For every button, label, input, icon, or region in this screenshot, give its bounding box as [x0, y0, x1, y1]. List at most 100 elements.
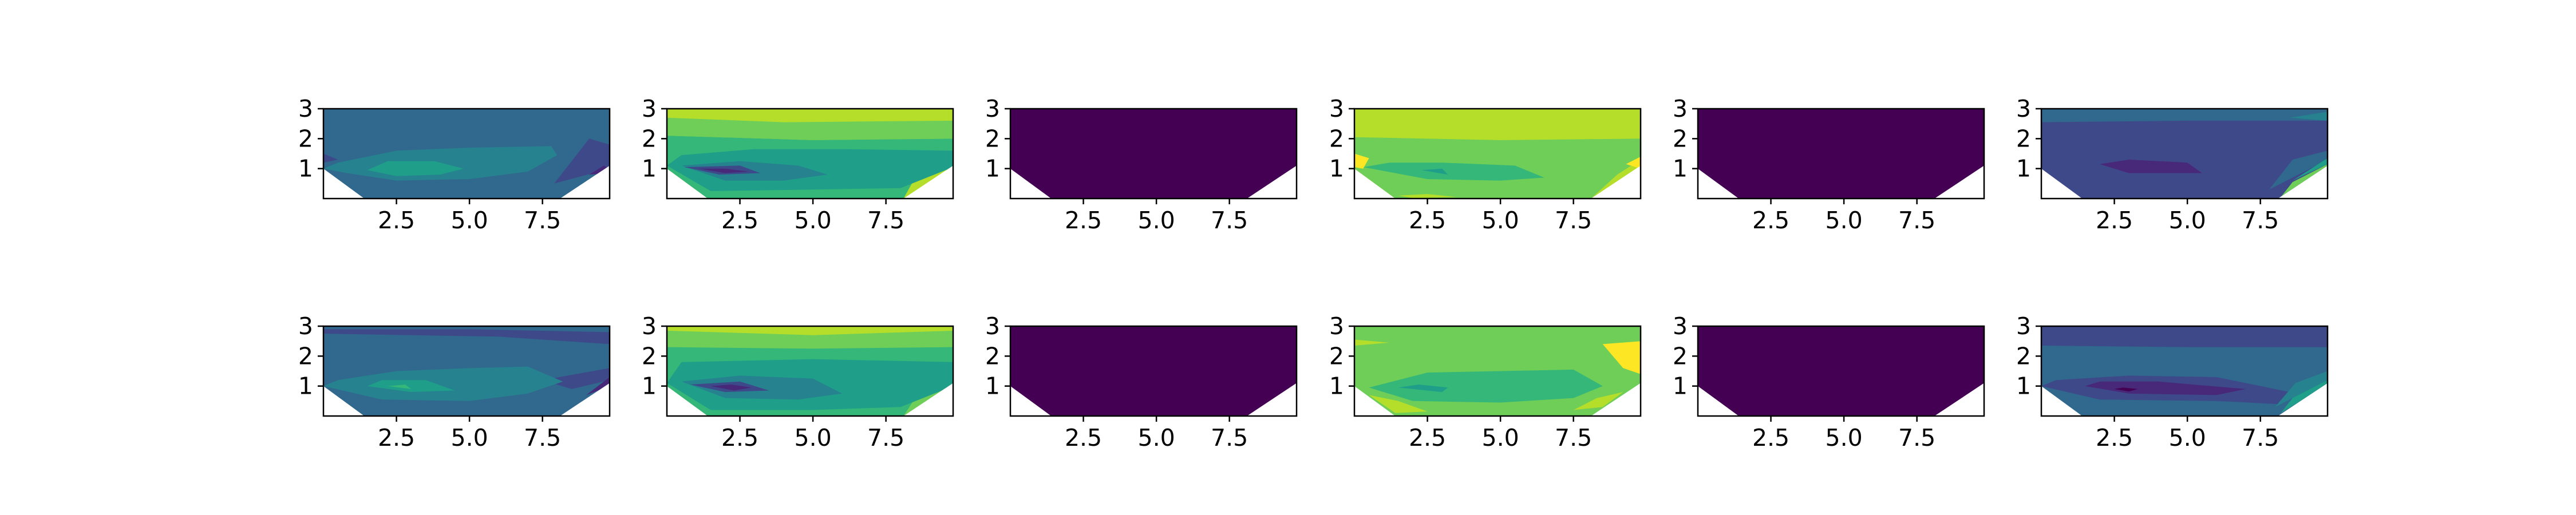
- contour-band-r1c6-0: [2041, 109, 2328, 122]
- y-tick-label-r2c4-1: 2: [1329, 342, 1344, 370]
- contour-fills-r1c4: [1354, 109, 1641, 199]
- y-tick-label-r1c4-2: 3: [1329, 95, 1344, 122]
- panel-r2c2: 2.5 5.0 7.5 1 23: [642, 312, 954, 451]
- contour-band-r2c1-0: [323, 329, 610, 344]
- contour-fills-r1c6: [2041, 109, 2328, 199]
- y-tick-label-r1c1-2: 3: [298, 95, 313, 122]
- y-tick-label-r2c5-0: 1: [1673, 373, 1688, 400]
- x-tick-label-r2c4-1: 5.0: [1481, 424, 1519, 451]
- x-tick-label-r1c5-0: 2.5: [1752, 207, 1789, 234]
- axes-frame-r1c3: [1009, 108, 1298, 200]
- contour-band-r1c1-1: [323, 153, 338, 163]
- contour-band-r1c4-2: [1626, 156, 1641, 169]
- contour-band-r2c6-5: [2281, 380, 2328, 413]
- x-tick-label-r2c4-2: 7.5: [1555, 424, 1592, 451]
- contour-band-r2c2-0: [667, 326, 953, 335]
- contour-band-r2c4-5: [1573, 392, 1623, 410]
- x-tick-label-r1c6-0: 2.5: [2096, 207, 2133, 234]
- axes-frame-r1c2: [666, 108, 954, 200]
- contour-fills-r1c3: [1010, 109, 1297, 199]
- panel-r2c1: 2.5 5.0 7.5 1 23: [298, 312, 611, 451]
- contour-base-r2c3: [1010, 326, 1297, 416]
- contour-fills-r2c4: [1354, 326, 1641, 416]
- y-tick-label-r2c2-0: 1: [642, 373, 657, 400]
- y-tick-label-r2c3-0: 1: [985, 373, 1000, 400]
- contour-band-r2c4-4: [1369, 395, 1428, 413]
- x-tick-label-r2c6-2: 7.5: [2242, 424, 2279, 451]
- x-tick-label-r2c1-2: 7.5: [524, 424, 561, 451]
- y-tick-label-r1c2-2: 3: [642, 95, 657, 122]
- axes-frame-r1c4: [1353, 108, 1642, 200]
- contour-band-r2c6-2: [2085, 381, 2246, 395]
- contour-band-r2c1-2: [323, 366, 563, 401]
- x-tick-label-r1c2-2: 7.5: [867, 207, 904, 234]
- y-tick-label-r1c3-0: 1: [985, 155, 1000, 183]
- contour-band-r1c4-4: [1421, 168, 1448, 175]
- panel-r2c5: 2.5 5.0 7.5 1 23: [1673, 312, 1985, 451]
- contour-base-r1c6: [2041, 109, 2328, 199]
- x-tick-label-r2c3-1: 5.0: [1137, 424, 1175, 451]
- x-tick-label-r1c5-2: 7.5: [1898, 207, 1935, 234]
- contour-band-r1c2-3: [681, 161, 828, 181]
- axes-frame-r2c3: [1009, 325, 1298, 417]
- y-tick-label-r1c6-0: 1: [2016, 155, 2031, 183]
- contour-band-r2c6-4: [2275, 371, 2328, 407]
- y-tick-label-r1c3-2: 3: [985, 95, 1000, 122]
- panel-r1c6: 2.5 5.0 7.5 1 2 3: [2016, 95, 2329, 234]
- x-tick-label-r2c1-0: 2.5: [378, 424, 415, 451]
- x-tick-label-r1c2-1: 5.0: [794, 207, 831, 234]
- axes-frame-r2c6: [2040, 325, 2329, 417]
- y-tick-label-r1c1-0: 1: [298, 155, 313, 183]
- contour-band-r2c6-3: [2114, 387, 2138, 392]
- contour-band-r2c1-5: [586, 377, 610, 395]
- contour-band-r2c1-1: [542, 368, 610, 389]
- x-tick-label-r1c1-0: 2.5: [378, 207, 415, 234]
- contour-fills-r1c2: [667, 109, 953, 199]
- panel-r2c3: 2.5 5.0 7.5 1 23: [985, 312, 1298, 451]
- panel-r1c3: 2.5 5.0 7.5 1 2 3: [985, 95, 1298, 234]
- y-tick-label-r2c6-1: 2: [2016, 342, 2031, 370]
- panel-r2c6: 2.5 5.0 7.5 1 23: [2016, 312, 2329, 451]
- y-tick-label-r1c5-1: 2: [1673, 125, 1688, 152]
- panel-r1c5: 2.5 5.0 7.5 1 2 3: [1673, 95, 1985, 234]
- y-tick-label-r2c4-2: 3: [1329, 312, 1344, 340]
- x-tick-label-r1c1-2: 7.5: [524, 207, 561, 234]
- axes-frame-r1c1: [322, 108, 611, 200]
- axes-frame-r2c4: [1353, 325, 1642, 417]
- y-tick-label-r2c1-2: 3: [298, 312, 313, 340]
- contour-band-r2c2-3: [681, 375, 843, 400]
- x-tick-label-r2c6-0: 2.5: [2096, 424, 2133, 451]
- y-tick-label-r1c1-1: 2: [298, 125, 313, 152]
- x-tick-label-r1c2-0: 2.5: [721, 207, 758, 234]
- contour-fills-r2c5: [1698, 326, 1984, 416]
- contour-band-r1c4-5: [1398, 194, 1457, 198]
- panel-r2c4: 2.5 5.0 7.5 1 23: [1329, 312, 1642, 451]
- contour-band-r1c2-5: [699, 168, 749, 173]
- x-tick-label-r2c6-1: 5.0: [2168, 424, 2206, 451]
- y-tick-label-r1c6-2: 3: [2016, 95, 2031, 122]
- y-tick-label-r2c2-1: 2: [642, 342, 657, 370]
- contour-fills-r1c5: [1698, 109, 1984, 199]
- contour-band-r1c6-3: [2269, 150, 2328, 190]
- axes-frame-r1c5: [1697, 108, 1985, 200]
- contour-base-r1c5: [1698, 109, 1984, 199]
- x-tick-label-r2c4-0: 2.5: [1409, 424, 1446, 451]
- x-tick-label-r2c5-1: 5.0: [1825, 424, 1862, 451]
- x-tick-label-r1c3-1: 5.0: [1137, 207, 1175, 234]
- y-tick-label-r1c4-0: 1: [1329, 155, 1344, 183]
- x-tick-label-r2c1-1: 5.0: [451, 424, 488, 451]
- y-tick-label-r2c3-1: 2: [985, 342, 1000, 370]
- contour-band-r1c6-4: [2292, 158, 2328, 181]
- x-tick-label-r1c3-2: 7.5: [1211, 207, 1248, 234]
- x-tick-label-r2c5-0: 2.5: [1752, 424, 1789, 451]
- y-tick-label-r2c6-2: 3: [2016, 312, 2031, 340]
- y-tick-label-r2c1-1: 2: [298, 342, 313, 370]
- axes-frame-r2c2: [666, 325, 954, 417]
- axes-frame-r2c1: [322, 325, 611, 417]
- x-tick-label-r1c3-0: 2.5: [1065, 207, 1102, 234]
- y-tick-label-r2c1-0: 1: [298, 373, 313, 400]
- contour-band-r1c1-3: [367, 161, 464, 176]
- y-tick-label-r2c5-2: 3: [1673, 312, 1688, 340]
- axes-frame-r2c5: [1697, 325, 1985, 417]
